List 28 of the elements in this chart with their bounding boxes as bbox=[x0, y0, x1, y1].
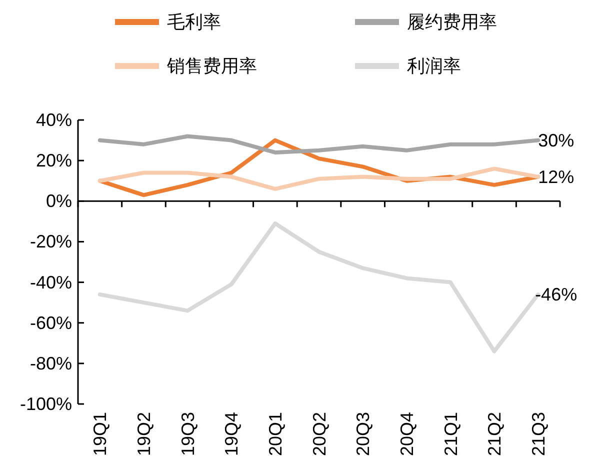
data-label: 12% bbox=[538, 166, 574, 187]
x-tick-label: 19Q3 bbox=[178, 412, 198, 456]
legend-label: 履约费用率 bbox=[407, 12, 497, 32]
legend-label: 销售费用率 bbox=[166, 56, 257, 76]
data-label: 30% bbox=[538, 130, 574, 150]
line-series bbox=[98, 166, 540, 191]
x-tick-label: 19Q2 bbox=[134, 412, 154, 456]
y-tick-label: -20% bbox=[30, 232, 72, 252]
y-tick-label: -100% bbox=[20, 394, 72, 414]
y-tick-label: -80% bbox=[30, 353, 72, 374]
data-label: -46% bbox=[535, 284, 578, 304]
x-tick-label: 21Q2 bbox=[484, 412, 505, 456]
x-tick-label: 19Q4 bbox=[222, 412, 242, 456]
x-tick-label: 21Q1 bbox=[440, 412, 461, 456]
x-tick-label: 20Q1 bbox=[265, 412, 286, 456]
y-tick-label: 0% bbox=[46, 191, 72, 212]
y-tick-label: 20% bbox=[36, 150, 72, 171]
x-tick-label: 20Q2 bbox=[309, 412, 330, 456]
legend-label: 利润率 bbox=[407, 56, 461, 76]
x-tick-label: 19Q1 bbox=[90, 412, 110, 456]
x-tick-label: 20Q3 bbox=[353, 412, 374, 456]
x-tick-label: 21Q3 bbox=[528, 412, 548, 456]
y-tick-label: 40% bbox=[36, 110, 72, 130]
line-series bbox=[98, 134, 540, 154]
legend-label: 毛利率 bbox=[167, 12, 221, 32]
y-tick-label: -40% bbox=[30, 272, 72, 292]
x-tick-label: 20Q4 bbox=[396, 412, 417, 456]
y-tick-label: -60% bbox=[30, 312, 72, 333]
